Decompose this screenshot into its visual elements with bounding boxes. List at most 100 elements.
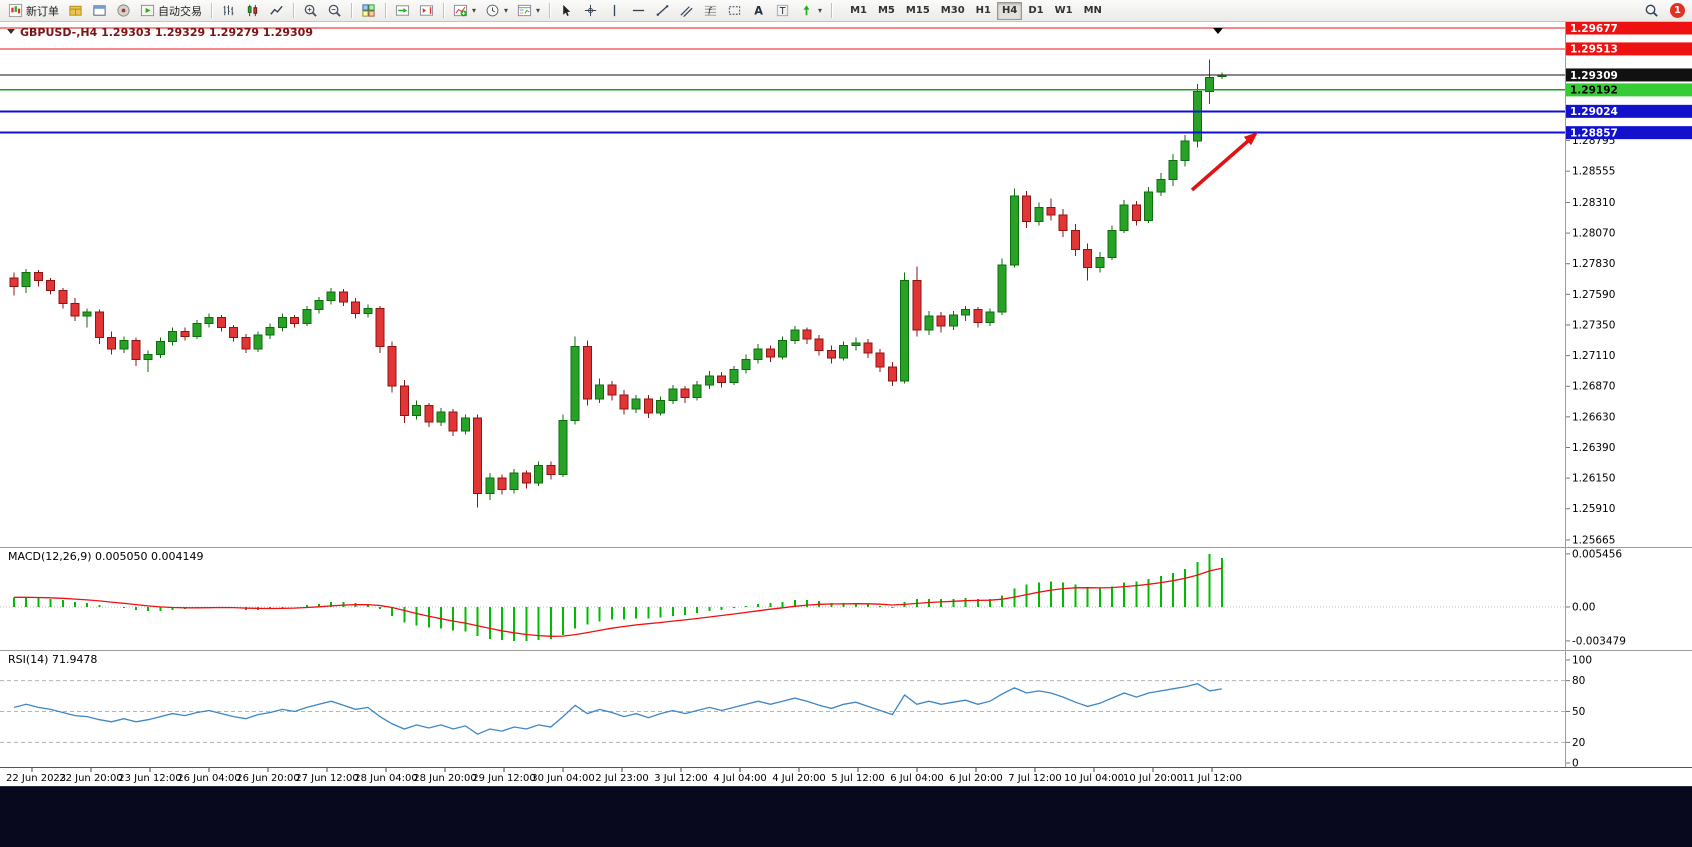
vertical-line-tool-button[interactable] xyxy=(603,1,626,21)
shapes-tool-button[interactable] xyxy=(723,1,746,21)
svg-text:-0.003479: -0.003479 xyxy=(1572,635,1626,647)
timeframe-button-m5[interactable]: M5 xyxy=(873,2,900,20)
label-tool-button[interactable]: T xyxy=(771,1,794,21)
svg-text:0.00: 0.00 xyxy=(1572,602,1595,614)
svg-text:1.28555: 1.28555 xyxy=(1572,166,1615,178)
chart-shift-button[interactable] xyxy=(415,1,438,21)
line-chart-button[interactable] xyxy=(265,1,288,21)
autotrade-icon xyxy=(140,3,155,18)
timeframe-button-w1[interactable]: W1 xyxy=(1050,2,1078,20)
timeframe-button-m1[interactable]: M1 xyxy=(845,2,872,20)
svg-text:26 Jun 04:00: 26 Jun 04:00 xyxy=(177,773,241,784)
chart-shift-icon xyxy=(419,3,434,18)
svg-text:6 Jul 20:00: 6 Jul 20:00 xyxy=(949,773,1003,784)
svg-text:5 Jul 12:00: 5 Jul 12:00 xyxy=(831,773,885,784)
market-watch-button[interactable] xyxy=(64,1,87,21)
svg-text:0: 0 xyxy=(1572,758,1579,770)
notification-badge[interactable]: 1 xyxy=(1670,3,1685,18)
svg-text:1.27350: 1.27350 xyxy=(1572,319,1615,331)
svg-text:1.25910: 1.25910 xyxy=(1572,503,1615,515)
cursor-tool-button[interactable] xyxy=(555,1,578,21)
svg-text:10 Jul 20:00: 10 Jul 20:00 xyxy=(1123,773,1183,784)
svg-text:7 Jul 12:00: 7 Jul 12:00 xyxy=(1008,773,1062,784)
zoom-in-button[interactable] xyxy=(299,1,322,21)
candlesticks xyxy=(9,59,1227,508)
trend-arrow-annotation[interactable] xyxy=(1190,132,1258,192)
svg-text:100: 100 xyxy=(1572,655,1592,667)
toolbar-separator xyxy=(351,3,352,18)
search-button[interactable] xyxy=(1640,1,1663,21)
svg-text:1.29513: 1.29513 xyxy=(1570,44,1618,56)
clock-icon xyxy=(485,3,500,18)
main-toolbar: 新订单 自动交易 ▾ ▾ ▾ f xyxy=(0,0,1692,22)
svg-text:22 Jun 2023: 22 Jun 2023 xyxy=(6,773,66,784)
text-tool-button[interactable]: A xyxy=(747,1,770,21)
price-chart-canvas[interactable]: GBPUSD-,H4 1.29303 1.29329 1.29279 1.293… xyxy=(0,21,1692,786)
crosshair-tool-button[interactable] xyxy=(579,1,602,21)
price-badge-1.29309 xyxy=(1566,68,1692,82)
svg-text:1.27830: 1.27830 xyxy=(1572,258,1615,270)
svg-text:2 Jul 23:00: 2 Jul 23:00 xyxy=(595,773,649,784)
navigator-button[interactable] xyxy=(112,1,135,21)
svg-text:1.26630: 1.26630 xyxy=(1572,411,1615,423)
zoom-in-icon xyxy=(303,3,318,18)
svg-text:1.28857: 1.28857 xyxy=(1570,127,1618,139)
timeframe-button-d1[interactable]: D1 xyxy=(1023,2,1048,20)
templates-icon xyxy=(517,3,532,18)
chevron-down-icon: ▾ xyxy=(504,6,509,15)
auto-scroll-button[interactable] xyxy=(391,1,414,21)
timeframe-button-mn[interactable]: MN xyxy=(1079,2,1107,20)
price-axis[interactable]: 1.287951.285551.283101.280701.278301.275… xyxy=(1566,21,1692,770)
candlestick-chart-button[interactable] xyxy=(241,1,264,21)
toolbar-separator xyxy=(831,3,833,18)
periods-button[interactable]: ▾ xyxy=(481,1,512,21)
shapes-icon xyxy=(727,3,742,18)
indicators-button[interactable]: ▾ xyxy=(449,1,480,21)
timeframe-button-m15[interactable]: M15 xyxy=(901,2,935,20)
arrows-tool-button[interactable]: ▾ xyxy=(795,1,826,21)
tile-windows-button[interactable] xyxy=(357,1,380,21)
timeframe-button-h1[interactable]: H1 xyxy=(971,2,996,20)
chart-title: GBPUSD-,H4 1.29303 1.29329 1.29279 1.293… xyxy=(20,26,313,39)
rsi-line xyxy=(13,683,1222,735)
tile-windows-icon xyxy=(361,3,376,18)
bottom-dark-bar xyxy=(0,786,1692,847)
macd-label: MACD(12,26,9) 0.005050 0.004149 xyxy=(8,550,204,563)
crosshair-icon xyxy=(583,3,598,18)
bar-chart-button[interactable] xyxy=(217,1,240,21)
new-order-button[interactable]: 新订单 xyxy=(4,1,63,21)
timeframe-button-m30[interactable]: M30 xyxy=(936,2,970,20)
data-window-button[interactable] xyxy=(88,1,111,21)
svg-text:26 Jun 20:00: 26 Jun 20:00 xyxy=(236,773,300,784)
svg-text:1.27590: 1.27590 xyxy=(1572,289,1615,301)
price-badge-1.29513 xyxy=(1566,42,1692,56)
templates-button[interactable]: ▾ xyxy=(513,1,544,21)
zoom-out-icon xyxy=(327,3,342,18)
svg-text:f: f xyxy=(708,6,713,17)
svg-text:10 Jul 04:00: 10 Jul 04:00 xyxy=(1064,773,1124,784)
toolbar-separator xyxy=(443,3,444,18)
price-badge-1.29677 xyxy=(1566,21,1692,35)
rsi-label: RSI(14) 71.9478 xyxy=(8,653,97,666)
channel-tool-button[interactable] xyxy=(675,1,698,21)
label-icon: T xyxy=(775,3,790,18)
auto-scroll-icon xyxy=(395,3,410,18)
fibonacci-tool-button[interactable]: f xyxy=(699,1,722,21)
svg-text:T: T xyxy=(779,6,786,17)
svg-text:11 Jul 12:00: 11 Jul 12:00 xyxy=(1182,773,1242,784)
cursor-icon xyxy=(559,3,574,18)
timeframe-button-h4[interactable]: H4 xyxy=(996,1,1023,20)
trendline-tool-button[interactable] xyxy=(651,1,674,21)
zoom-out-button[interactable] xyxy=(323,1,346,21)
candles-icon xyxy=(245,3,260,18)
autotrade-button[interactable]: 自动交易 xyxy=(136,1,206,21)
horizontal-level-lines[interactable] xyxy=(0,27,1565,134)
one-click-trading-toggle[interactable] xyxy=(7,29,15,34)
chart-window: GBPUSD-,H4 1.29303 1.29329 1.29279 1.293… xyxy=(0,21,1692,786)
svg-text:1.29024: 1.29024 xyxy=(1570,106,1618,118)
horizontal-line-tool-button[interactable] xyxy=(627,1,650,21)
peak-marker-icon xyxy=(1213,28,1223,34)
svg-text:3 Jul 12:00: 3 Jul 12:00 xyxy=(654,773,708,784)
